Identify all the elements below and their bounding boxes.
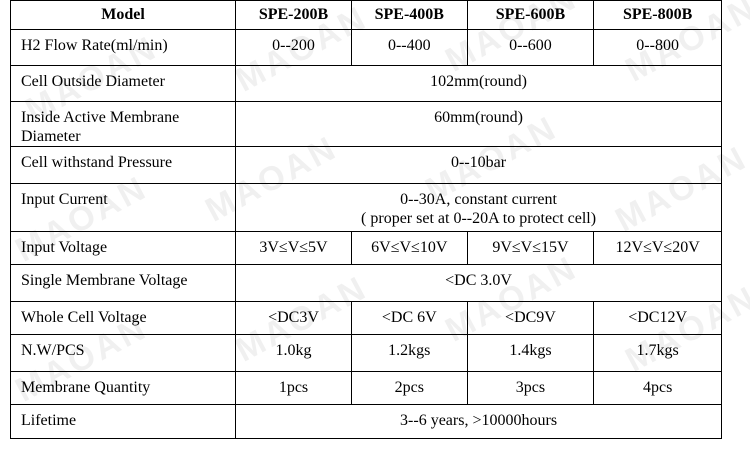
row-label-line: Inside Active Membrane: [21, 109, 180, 126]
row-label: Cell withstand Pressure: [9, 146, 237, 184]
spec-table: Model SPE-200B SPE-400B SPE-600B SPE-800…: [9, 0, 722, 439]
model-spe-600b: SPE-600B: [466, 0, 595, 30]
cell-value-line: ( proper set at 0--20A to protect cell): [361, 210, 597, 227]
cell-value: 9V≤V≤15V: [466, 231, 595, 265]
cell-value: 4pcs: [593, 371, 722, 405]
row-membrane-quantity: Membrane Quantity 1pcs 2pcs 3pcs 4pcs: [9, 371, 722, 405]
cell-value: 0--30A, constant current ( proper set at…: [235, 183, 722, 232]
row-input-voltage: Input Voltage 3V≤V≤5V 6V≤V≤10V 9V≤V≤15V …: [9, 231, 722, 265]
cell-value: <DC12V: [593, 301, 722, 335]
cell-value: 0--800: [593, 29, 722, 66]
row-label: Inside Active Membrane Diameter: [9, 101, 237, 147]
model-spe-400b: SPE-400B: [350, 0, 468, 30]
model-spe-800b: SPE-800B: [593, 0, 722, 30]
cell-value: 0--600: [466, 29, 595, 66]
cell-value: <DC3V: [235, 301, 352, 335]
cell-value: 12V≤V≤20V: [593, 231, 722, 265]
row-outside-diameter: Cell Outside Diameter 102mm(round): [9, 65, 722, 102]
cell-value: 6V≤V≤10V: [350, 231, 468, 265]
cell-value: 102mm(round): [235, 65, 722, 102]
row-single-voltage: Single Membrane Voltage <DC 3.0V: [9, 264, 722, 302]
cell-value: 1.4kgs: [466, 334, 595, 372]
cell-value: 3V≤V≤5V: [235, 231, 352, 265]
cell-value: 1pcs: [235, 371, 352, 405]
row-h2-flow: H2 Flow Rate(ml/min) 0--200 0--400 0--60…: [9, 29, 722, 66]
row-weight: N.W/PCS 1.0kg 1.2kgs 1.4kgs 1.7kgs: [9, 334, 722, 372]
model-spe-200b: SPE-200B: [235, 0, 352, 30]
row-label: H2 Flow Rate(ml/min): [9, 29, 237, 66]
cell-value: 0--10bar: [235, 146, 722, 184]
row-lifetime: Lifetime 3--6 years, >10000hours: [9, 404, 722, 439]
cell-value: 2pcs: [350, 371, 468, 405]
row-label: Lifetime: [9, 404, 237, 439]
cell-value: <DC 3.0V: [235, 264, 722, 302]
cell-value: 3pcs: [466, 371, 595, 405]
cell-value: 60mm(round): [235, 101, 722, 147]
row-label: Input Current: [9, 183, 237, 232]
cell-value: 3--6 years, >10000hours: [235, 404, 722, 439]
cell-value: 1.2kgs: [350, 334, 468, 372]
cell-value-line: 0--30A, constant current: [400, 191, 557, 208]
cell-value: <DC9V: [466, 301, 595, 335]
row-input-current: Input Current 0--30A, constant current (…: [9, 183, 722, 232]
model-header: Model: [9, 0, 237, 30]
cell-value: 0--200: [235, 29, 352, 66]
row-inside-diameter: Inside Active Membrane Diameter 60mm(rou…: [9, 101, 722, 147]
header-row: Model SPE-200B SPE-400B SPE-600B SPE-800…: [9, 0, 722, 30]
row-label: Whole Cell Voltage: [9, 301, 237, 335]
cell-value: 1.0kg: [235, 334, 352, 372]
row-pressure: Cell withstand Pressure 0--10bar: [9, 146, 722, 184]
cell-value: 0--400: [350, 29, 468, 66]
row-label-line: Diameter: [21, 128, 81, 145]
cell-value: <DC 6V: [350, 301, 468, 335]
row-whole-voltage: Whole Cell Voltage <DC3V <DC 6V <DC9V <D…: [9, 301, 722, 335]
row-label: Input Voltage: [9, 231, 237, 265]
row-label: Membrane Quantity: [9, 371, 237, 405]
cell-value: 1.7kgs: [593, 334, 722, 372]
row-label: Single Membrane Voltage: [9, 264, 237, 302]
row-label: Cell Outside Diameter: [9, 65, 237, 102]
row-label: N.W/PCS: [9, 334, 237, 372]
